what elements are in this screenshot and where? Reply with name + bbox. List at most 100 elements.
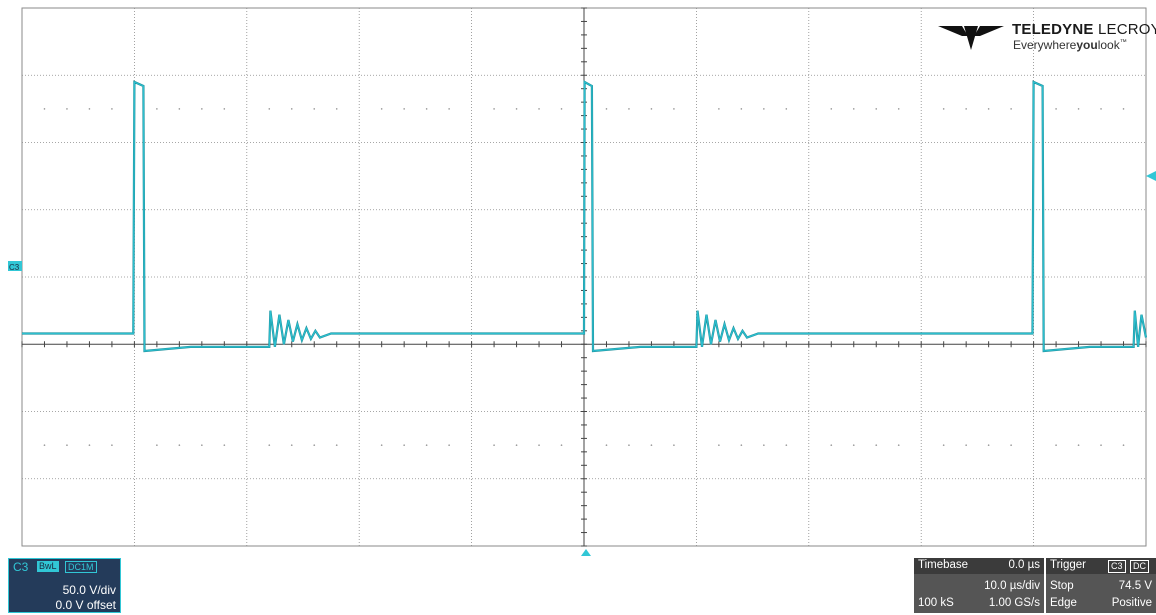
grid-dot [718, 108, 720, 110]
oscilloscope-display[interactable]: C3 [0, 0, 1156, 556]
grid-dot [223, 444, 226, 446]
grid-dot [830, 108, 833, 110]
teledyne-lecroy-logo: TELEDYNE LECROY Everywhereyoulook™ [938, 20, 1156, 56]
bandwidth-limit-badge: BwL [37, 561, 59, 572]
grid-dot [942, 108, 945, 110]
timebase-delay: 0.0 µs [1008, 559, 1040, 571]
grid-dot [268, 108, 271, 110]
grid-dot [1055, 444, 1057, 446]
grid-dot [403, 444, 405, 446]
grid-dot [1077, 444, 1080, 446]
trace-line [22, 80, 1147, 352]
grid-dot [335, 108, 338, 110]
grid-dot [942, 444, 945, 446]
grid-dot [493, 444, 495, 446]
grid-dot [965, 108, 967, 110]
channel-label: C3 [13, 560, 29, 574]
brand-name: TELEDYNE LECROY [1012, 21, 1156, 38]
grid-dot [43, 108, 46, 110]
grid-dot [1077, 108, 1080, 110]
grid-dot [852, 444, 855, 446]
grid-dot [111, 108, 113, 110]
grid-dot [605, 108, 608, 110]
grid-dot [66, 108, 68, 110]
grid-dot [1100, 444, 1102, 446]
c3-ground-marker[interactable]: C3 [8, 261, 22, 272]
grid-dot [43, 444, 46, 446]
grid-dot [201, 444, 203, 446]
grid-dot [560, 444, 563, 446]
grid-dot [785, 444, 788, 446]
grid-dot [763, 444, 765, 446]
trigger-coupling-badge: DC [1130, 560, 1149, 573]
trigger-title-bar [1046, 558, 1156, 574]
trigger-position-marker[interactable] [581, 549, 591, 556]
coupling-badge: DC1M [65, 561, 97, 573]
grid-dot [538, 108, 540, 110]
trigger-source-badge: C3 [1108, 560, 1126, 573]
grid-dot [852, 108, 855, 110]
grid-dot [448, 444, 450, 446]
grid-dot [178, 108, 181, 110]
grid-dot [335, 444, 338, 446]
grid-dot [448, 108, 450, 110]
grid-dot [538, 444, 540, 446]
grid-dot [1055, 108, 1057, 110]
channel-descriptor-c3[interactable]: C3 BwL DC1M 50.0 V/div 0.0 V offset [8, 558, 121, 613]
grid-dot [897, 444, 900, 446]
grid-dot [650, 444, 653, 446]
grid-dot [66, 444, 68, 446]
grid-dot [785, 108, 788, 110]
grid-dot [673, 444, 675, 446]
trigger-type: Edge [1050, 597, 1077, 609]
sample-count: 100 kS [918, 597, 954, 609]
grid-dot [268, 444, 271, 446]
trigger-level: 74.5 V [1118, 580, 1152, 592]
brand-tagline: Everywhereyoulook™ [1013, 38, 1127, 52]
trigger-mode: Stop [1050, 580, 1074, 592]
grid-dot [88, 444, 91, 446]
trigger-level-marker[interactable] [1146, 171, 1156, 181]
grid-dot [223, 108, 226, 110]
grid-dot [290, 108, 293, 110]
channel-c3-trace [22, 80, 1148, 353]
grid-dot [875, 444, 878, 446]
c3-ground-marker-label: C3 [9, 263, 20, 272]
grid-dot [605, 444, 608, 446]
grid-dot [1122, 444, 1125, 446]
trigger-title: Trigger [1050, 559, 1086, 571]
teledyne-logo-icon [938, 26, 1004, 50]
grid-dot [425, 444, 428, 446]
grid-dot [987, 108, 990, 110]
grid-dot [830, 444, 833, 446]
grid-dot [650, 108, 653, 110]
trigger-descriptor[interactable]: Trigger C3 DC Stop 74.5 V Edge Positive [1046, 558, 1156, 613]
grid-dot [156, 444, 158, 446]
grid-dot [380, 444, 383, 446]
grid-dot [88, 108, 91, 110]
grid-dot [515, 444, 518, 446]
sample-rate: 1.00 GS/s [988, 597, 1040, 609]
grid-dot [425, 108, 428, 110]
grid-dot [763, 108, 765, 110]
grid-dot [1122, 108, 1125, 110]
grid-dot [740, 108, 743, 110]
grid-dot [403, 108, 405, 110]
grid-dot [875, 108, 878, 110]
grid-dot [897, 108, 900, 110]
timebase-descriptor[interactable]: Timebase 0.0 µs 10.0 µs/div 100 kS 1.00 … [914, 558, 1044, 613]
grid-dot [560, 108, 563, 110]
timebase-title-bar [914, 558, 1044, 574]
volts-per-div: 50.0 V/div [62, 583, 116, 597]
grid-dot [1010, 108, 1012, 110]
grid-dot [380, 108, 383, 110]
grid-dot [1010, 444, 1012, 446]
timebase-title: Timebase [918, 559, 969, 571]
grid-dot [740, 444, 743, 446]
grid-dot [313, 444, 316, 446]
channel-offset: 0.0 V offset [55, 598, 117, 612]
grid-dot [965, 444, 967, 446]
grid-dot [987, 444, 990, 446]
grid-dot [718, 444, 720, 446]
grid-dot [111, 444, 113, 446]
